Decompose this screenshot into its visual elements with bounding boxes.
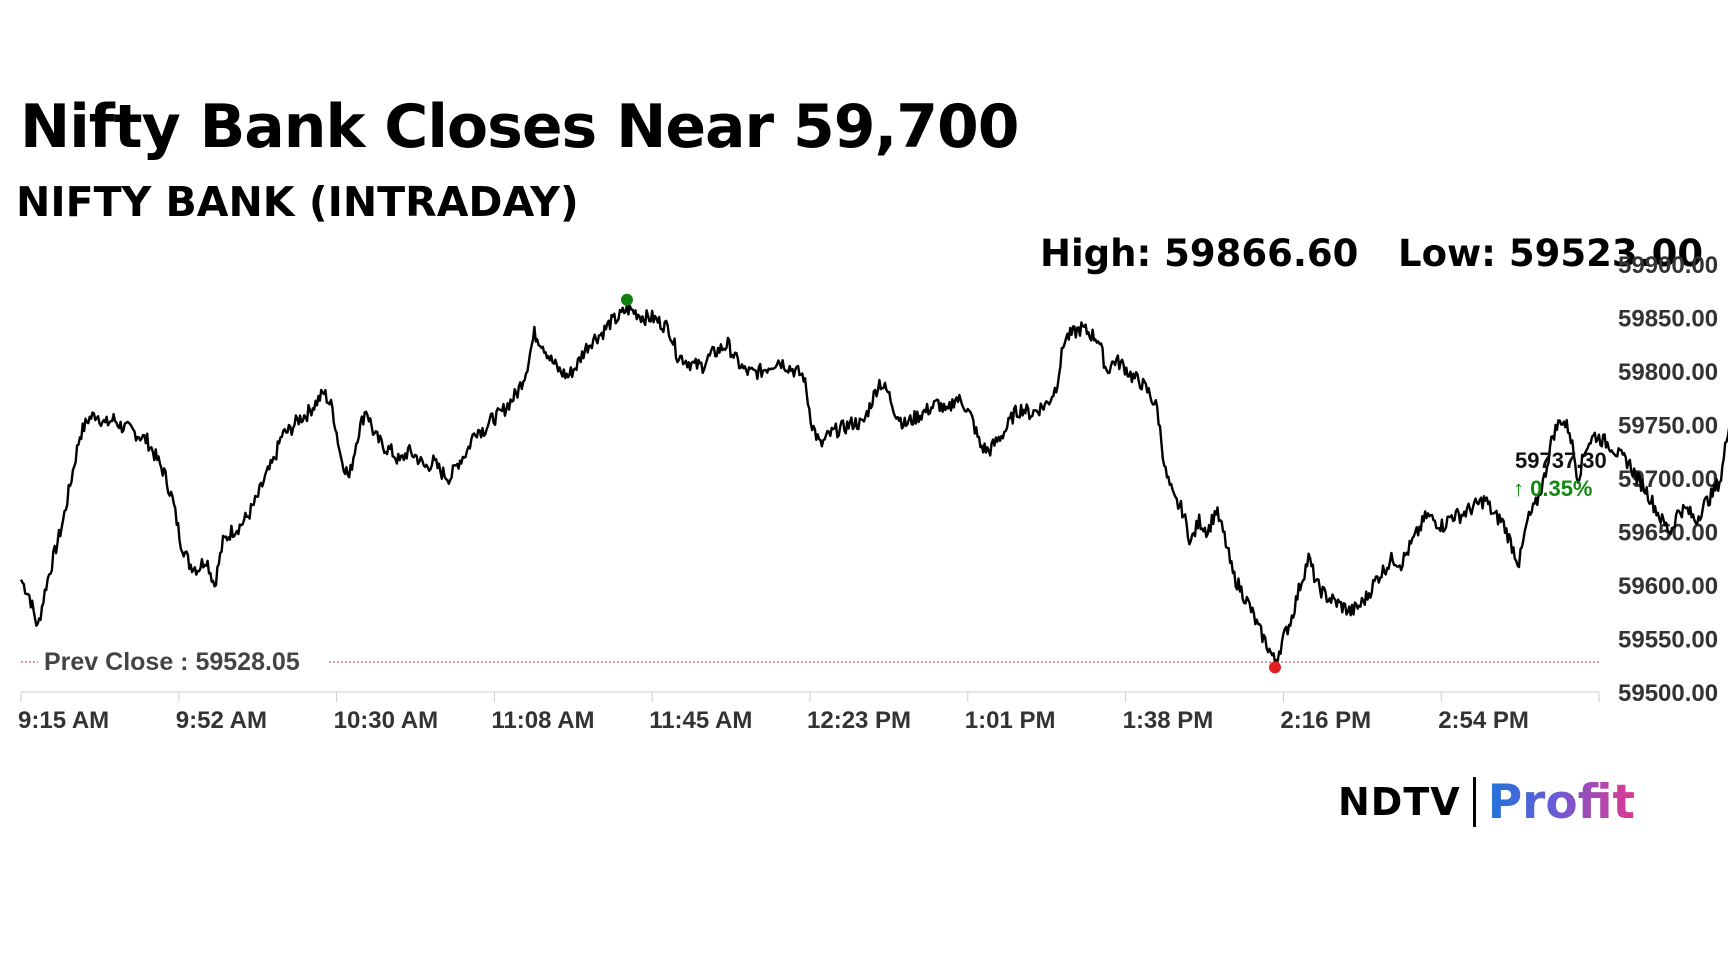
x-tick-label: 11:08 AM [491, 707, 594, 734]
x-tick-label: 11:45 AM [649, 707, 752, 734]
x-tick-label: 12:23 PM [807, 707, 911, 734]
logo-divider [1472, 777, 1476, 827]
page-title: Nifty Bank Closes Near 59,700 [20, 92, 1020, 162]
y-tick-label: 59500.00 [1618, 680, 1718, 707]
last-price-label: 59737.30 [1515, 448, 1607, 473]
x-tick-label: 9:15 AM [18, 707, 109, 734]
high-marker [620, 293, 633, 306]
x-tick-label: 2:16 PM [1280, 707, 1371, 734]
x-tick-label: 10:30 AM [334, 707, 438, 734]
logo-profit-text: Profit [1487, 774, 1635, 830]
high-value: High: 59866.60 [1040, 232, 1359, 275]
x-tick-label: 2:54 PM [1438, 707, 1529, 734]
ndtv-profit-logo: NDTV Profit [1338, 772, 1635, 832]
low-marker [1268, 661, 1281, 674]
y-tick-label: 59850.00 [1618, 306, 1718, 333]
price-series-line [19, 303, 1728, 664]
x-axis: 9:15 AM 9:52 AM 10:30 AM 11:08 AM 11:45 AM 12… [18, 691, 1600, 734]
y-tick-label: 59550.00 [1618, 627, 1718, 654]
y-tick-label: 59650.00 [1618, 520, 1718, 547]
x-tick-label: 1:38 PM [1123, 707, 1214, 734]
x-tick-label: 1:01 PM [965, 707, 1056, 734]
logo-ndtv-text: NDTV [1338, 780, 1461, 824]
x-tick-label: 9:52 AM [176, 707, 267, 734]
y-tick-label: 59600.00 [1618, 573, 1718, 600]
y-axis: 59500.0059550.0059600.0059650.0059700.00… [1618, 252, 1718, 707]
prev-close-label-bg [38, 645, 328, 676]
y-tick-label: 59750.00 [1618, 413, 1718, 440]
chart-subtitle: NIFTY BANK (INTRADAY) [16, 178, 579, 226]
prev-close-label: Prev Close : 59528.05 [44, 648, 300, 676]
y-tick-label: 59900.00 [1618, 252, 1718, 279]
low-value: Low: 59523.00 [1398, 232, 1704, 275]
change-percent-label: ↑ 0.35% [1513, 476, 1593, 501]
y-tick-label: 59800.00 [1618, 359, 1718, 386]
